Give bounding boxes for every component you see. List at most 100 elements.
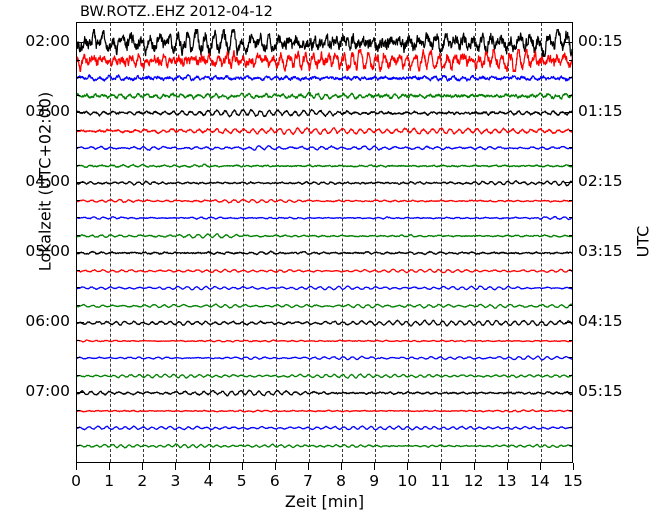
seismic-trace — [77, 29, 572, 57]
y-tick-minor-right — [569, 409, 573, 411]
x-axis-tick-label: 5 — [236, 472, 247, 490]
x-axis-tick-label: 9 — [369, 472, 380, 490]
y-axis-left-tick-label: 05:00 — [25, 242, 70, 260]
gridline-vertical — [242, 23, 244, 462]
seismic-trace — [77, 125, 572, 137]
x-tick-major — [440, 463, 442, 470]
seismic-trace — [77, 160, 572, 172]
x-tick-major — [473, 463, 475, 470]
seismic-trace — [77, 387, 572, 399]
seismic-trace — [77, 177, 572, 189]
y-tick-minor-right — [569, 374, 573, 376]
gridline-vertical — [209, 23, 211, 462]
seismic-trace — [77, 212, 572, 224]
plot-title: BW.ROTZ..EHZ 2012-04-12 — [80, 4, 273, 20]
y-tick-minor-left — [76, 427, 80, 428]
x-axis-tick-label: 8 — [336, 472, 346, 490]
x-axis-tick-label: 10 — [397, 472, 418, 490]
x-axis-tick-label: 6 — [269, 472, 280, 490]
gridline-vertical — [474, 23, 476, 462]
seismic-trace — [77, 405, 572, 417]
y-axis-right-tick-label: 00:15 — [578, 32, 623, 50]
y-tick-minor-right — [569, 147, 573, 148]
y-tick-minor-right — [569, 427, 573, 428]
y-tick-minor-right — [569, 129, 573, 131]
y-tick-major-left — [76, 322, 84, 323]
y-axis-right-title: UTC — [633, 225, 650, 258]
gridline-vertical — [342, 23, 344, 462]
y-tick-major-right — [565, 112, 573, 113]
x-tick-major — [307, 463, 309, 470]
y-axis-left-tick-label: 07:00 — [25, 382, 70, 400]
y-tick-minor-right — [569, 357, 573, 358]
gridline-vertical — [375, 23, 377, 462]
x-tick-major — [573, 463, 574, 470]
seismic-trace — [77, 422, 572, 434]
y-axis-left-tick-label: 02:00 — [25, 32, 70, 50]
y-tick-minor-left — [76, 269, 80, 271]
y-tick-minor-right — [569, 304, 573, 306]
y-tick-minor-left — [76, 234, 80, 236]
x-axis-tick-label: 1 — [104, 472, 115, 490]
y-tick-major-left — [76, 182, 84, 183]
x-axis-tick-label: 3 — [170, 472, 181, 490]
gridline-vertical — [308, 23, 310, 462]
y-tick-minor-right — [569, 444, 573, 446]
y-tick-minor-right — [569, 287, 573, 288]
y-tick-minor-left — [76, 164, 80, 166]
gridline-vertical — [507, 23, 509, 462]
y-axis-right-tick-label: 01:15 — [578, 102, 623, 120]
y-tick-major-left — [76, 392, 84, 393]
y-tick-minor-left — [76, 357, 80, 358]
x-axis-tick-label: 2 — [137, 472, 148, 490]
x-tick-major — [175, 463, 177, 470]
y-tick-minor-right — [569, 339, 573, 341]
x-tick-major — [109, 463, 111, 470]
y-tick-major-left — [76, 112, 84, 113]
x-tick-major — [142, 463, 144, 470]
y-tick-major-right — [565, 42, 573, 43]
gridline-vertical — [110, 23, 112, 462]
y-axis-right-tick-label: 02:15 — [578, 172, 623, 190]
y-tick-major-left — [76, 252, 84, 253]
y-axis-right-tick-label: 05:15 — [578, 382, 623, 400]
y-tick-minor-left — [76, 374, 80, 376]
y-tick-minor-left — [76, 287, 80, 288]
x-axis-tick-label: 0 — [71, 472, 81, 490]
y-tick-minor-right — [569, 234, 573, 236]
y-tick-major-right — [565, 322, 573, 323]
y-tick-minor-right — [569, 77, 573, 78]
y-axis-right-tick-label: 04:15 — [578, 312, 623, 330]
x-axis-tick-label: 12 — [463, 472, 484, 490]
y-axis-right-tick-label: 03:15 — [578, 242, 623, 260]
seismic-trace — [77, 335, 572, 347]
gridline-vertical — [176, 23, 178, 462]
x-axis-tick-label: 14 — [529, 472, 550, 490]
y-tick-minor-right — [569, 217, 573, 218]
seismic-trace — [77, 90, 572, 102]
y-tick-minor-left — [76, 339, 80, 341]
y-tick-minor-left — [76, 59, 80, 61]
seismic-trace — [77, 230, 572, 242]
y-tick-minor-right — [569, 199, 573, 201]
x-tick-major — [341, 463, 343, 470]
y-tick-minor-left — [76, 199, 80, 201]
seismic-trace — [77, 440, 572, 452]
plot-area — [76, 22, 573, 463]
x-tick-major — [76, 463, 77, 470]
y-axis-left-tick-label: 04:00 — [25, 172, 70, 190]
x-tick-major — [374, 463, 376, 470]
seismic-trace — [77, 72, 572, 84]
gridline-vertical — [540, 23, 542, 462]
x-axis-tick-label: 7 — [302, 472, 313, 490]
y-tick-minor-left — [76, 444, 80, 446]
seismic-trace — [77, 247, 572, 259]
x-axis-tick-label: 13 — [496, 472, 517, 490]
y-tick-minor-right — [569, 164, 573, 166]
x-tick-major — [506, 463, 508, 470]
y-tick-major-left — [76, 42, 84, 43]
y-axis-left-tick-label: 03:00 — [25, 102, 70, 120]
x-axis-title: Zeit [min] — [284, 492, 365, 511]
y-tick-minor-left — [76, 304, 80, 306]
